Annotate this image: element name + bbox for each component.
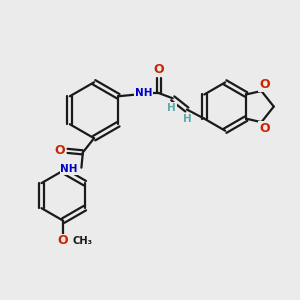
Text: O: O: [259, 122, 270, 135]
Text: NH: NH: [135, 88, 152, 98]
Text: O: O: [58, 235, 68, 248]
Text: H: H: [167, 103, 176, 113]
Text: H: H: [182, 114, 191, 124]
Text: O: O: [54, 144, 64, 158]
Text: O: O: [259, 78, 270, 91]
Text: NH: NH: [60, 164, 78, 174]
Text: O: O: [153, 63, 164, 76]
Text: CH₃: CH₃: [73, 236, 93, 246]
